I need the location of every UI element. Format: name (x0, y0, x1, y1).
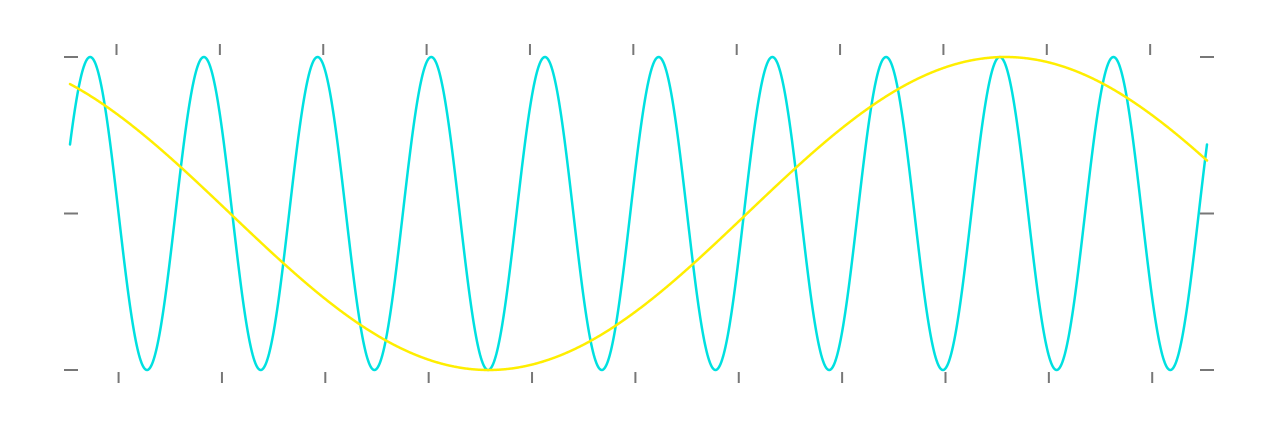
series-layer (68, 55, 1209, 372)
series-line-1 (68, 55, 1209, 372)
axis-ticks (64, 44, 1214, 383)
series-line-0 (68, 55, 1209, 372)
